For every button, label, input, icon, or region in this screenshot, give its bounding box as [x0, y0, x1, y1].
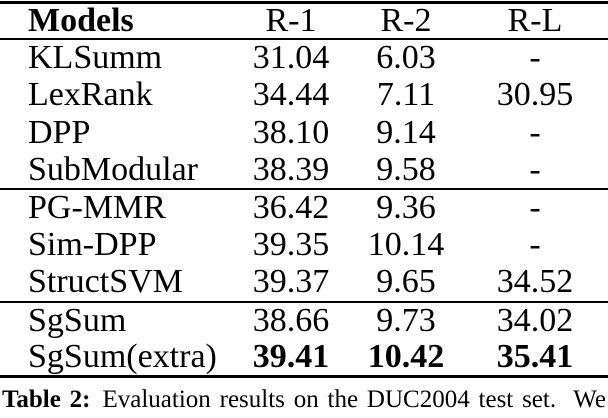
r1-cell: 38.66	[252, 301, 330, 339]
column-header-r2: R-2	[380, 2, 432, 39]
rl-cell: 30.95	[496, 76, 574, 114]
rl-cell: -	[529, 189, 541, 227]
rl-cell: 34.52	[496, 263, 574, 301]
rl-cell: -	[529, 39, 541, 77]
r2-cell: 9.73	[376, 301, 436, 339]
table-row-dpp: DPP 38.10 9.14 -	[0, 114, 608, 152]
column-header-rl: R-L	[507, 2, 563, 39]
table-row-klsumm: KLSumm 31.04 6.03 -	[0, 39, 608, 77]
r2-cell: 9.14	[376, 113, 436, 151]
rl-cell: -	[529, 113, 541, 151]
table-caption-label: Table 2:	[2, 386, 91, 413]
table-row-pg-mmr: PG-MMR 36.42 9.36 -	[0, 189, 608, 227]
table-group-extractive-baselines: KLSumm 31.04 6.03 - LexRank 34.44 7.11 3…	[0, 39, 608, 189]
model-name-cell: KLSumm	[28, 39, 163, 77]
model-name-cell: SgSum(extra)	[28, 338, 217, 375]
rl-cell: 34.02	[496, 301, 574, 339]
r1-cell: 38.39	[252, 150, 330, 188]
model-name-cell: SubModular	[28, 150, 198, 188]
model-name-cell: LexRank	[28, 76, 153, 114]
r2-cell: 10.14	[367, 226, 445, 264]
r2-cell: 10.42	[367, 338, 445, 375]
results-table: Models R-1 R-2 R-L KLSumm 31.04 6.03 - L…	[0, 1, 608, 378]
r1-cell: 36.42	[252, 189, 330, 227]
rl-cell: -	[529, 150, 541, 188]
r1-cell: 39.37	[252, 263, 330, 301]
r2-cell: 9.36	[376, 189, 436, 227]
table-row-lexrank: LexRank 34.44 7.11 30.95	[0, 77, 608, 115]
table-group-sgsum: SgSum 38.66 9.73 34.02 SgSum(extra) 39.4…	[0, 301, 608, 377]
model-name-cell: PG-MMR	[28, 189, 166, 227]
table-header: Models R-1 R-2 R-L	[0, 3, 608, 40]
table-row-structsvm: StructSVM 39.37 9.65 34.52	[0, 264, 608, 302]
column-header-r1: R-1	[265, 2, 317, 39]
r2-cell: 9.58	[376, 150, 436, 188]
model-name-cell: SgSum	[28, 301, 127, 339]
rl-cell: -	[529, 226, 541, 264]
r1-cell: 39.41	[252, 338, 330, 375]
model-name-cell: Sim-DPP	[28, 226, 157, 264]
model-name-cell: DPP	[28, 113, 91, 151]
table-row-sgsum-extra: SgSum(extra) 39.41 10.42 35.41	[0, 339, 608, 377]
column-header-models: Models	[28, 2, 134, 39]
header-row: Models R-1 R-2 R-L	[0, 3, 608, 40]
table-caption-text: Evaluation results on the DUC2004 test s…	[102, 386, 606, 413]
r1-cell: 31.04	[252, 39, 330, 77]
r2-cell: 7.11	[376, 76, 436, 114]
r1-cell: 39.35	[252, 226, 330, 264]
table-row-submodular: SubModular 38.39 9.58 -	[0, 152, 608, 190]
table-row-sgsum: SgSum 38.66 9.73 34.02	[0, 302, 608, 340]
r2-cell: 9.65	[376, 263, 436, 301]
rl-cell: 35.41	[496, 338, 574, 375]
table-group-multidoc-baselines: PG-MMR 36.42 9.36 - Sim-DPP 39.35 10.14 …	[0, 189, 608, 302]
r1-cell: 34.44	[252, 76, 330, 114]
table-caption: Table 2: Evaluation results on the DUC200…	[0, 386, 608, 415]
r2-cell: 6.03	[376, 39, 436, 77]
r1-cell: 38.10	[252, 113, 330, 151]
table-row-sim-dpp: Sim-DPP 39.35 10.14 -	[0, 227, 608, 265]
model-name-cell: StructSVM	[28, 263, 183, 301]
